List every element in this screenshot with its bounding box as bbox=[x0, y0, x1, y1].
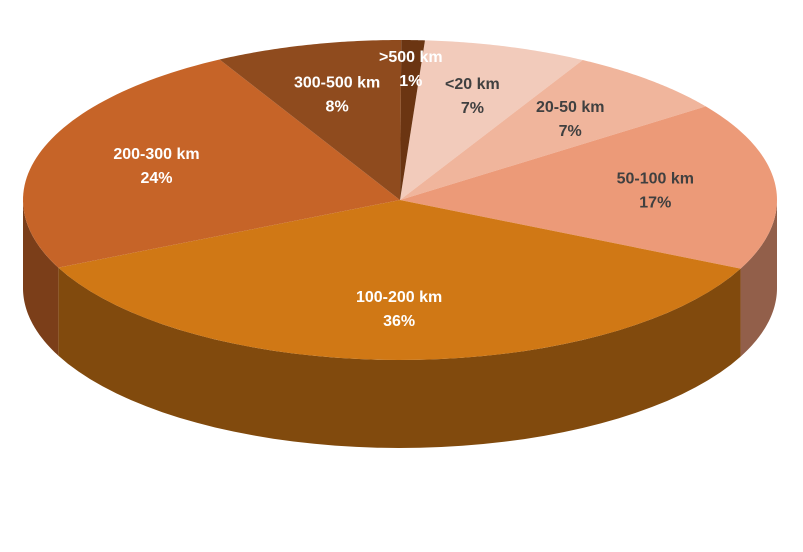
slice-value-label: 17% bbox=[639, 194, 671, 211]
pie-side bbox=[58, 267, 741, 448]
slice-value-label: 36% bbox=[383, 313, 415, 330]
slice-label: >500 km bbox=[379, 49, 443, 66]
pie-slice bbox=[400, 60, 706, 200]
pie-slice bbox=[219, 40, 402, 200]
slice-label: 100-200 km bbox=[356, 289, 442, 306]
pie-slice bbox=[400, 40, 583, 201]
pie-side bbox=[740, 200, 777, 357]
pie-side bbox=[23, 200, 59, 356]
slice-value-label: 7% bbox=[461, 100, 484, 117]
slice-value-label: 7% bbox=[559, 123, 582, 140]
slice-value-label: 8% bbox=[326, 99, 349, 116]
pie-slice bbox=[400, 40, 425, 200]
pie-slice bbox=[23, 59, 400, 268]
pie-slice bbox=[400, 106, 777, 269]
slice-label: 20-50 km bbox=[536, 99, 605, 116]
slice-label: 300-500 km bbox=[294, 75, 380, 92]
slice-label: 50-100 km bbox=[617, 170, 694, 187]
slice-label: <20 km bbox=[445, 76, 500, 93]
slice-value-label: 1% bbox=[399, 73, 422, 90]
pie-slice bbox=[58, 200, 741, 360]
slice-label: 200-300 km bbox=[113, 146, 199, 163]
slice-value-label: 24% bbox=[140, 170, 172, 187]
